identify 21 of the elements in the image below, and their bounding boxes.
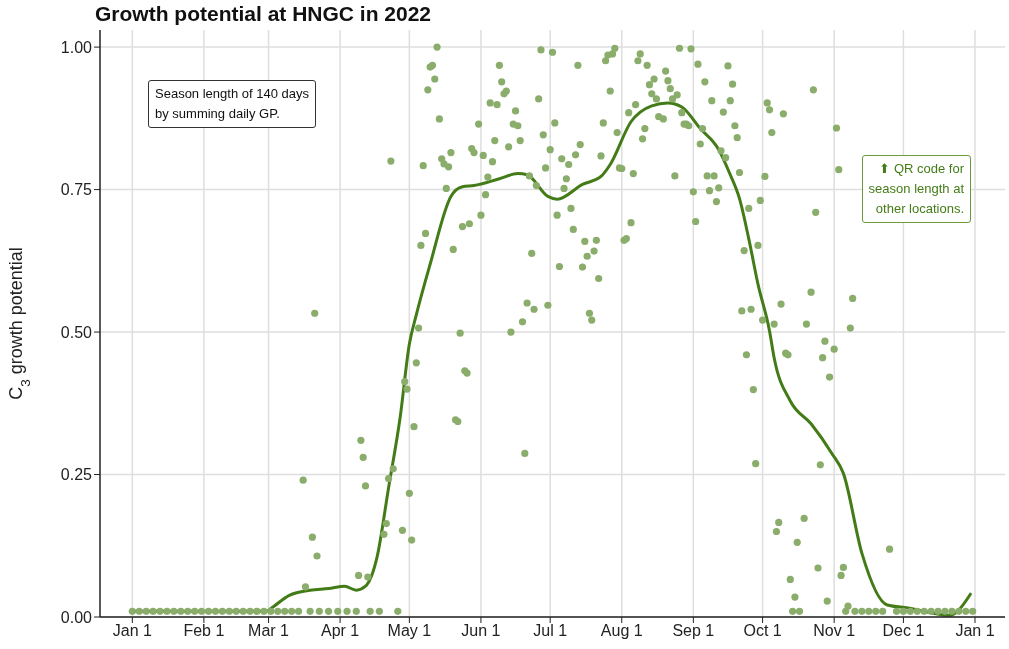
x-tick-label: Jul 1	[533, 622, 568, 640]
x-tick-label: Jun 1	[461, 622, 501, 640]
x-tick-label: Oct 1	[743, 622, 782, 640]
x-tick-label: Sep 1	[672, 622, 715, 640]
x-tick-label: Jan 1	[955, 622, 995, 640]
y-tick-label: 1.00	[60, 38, 93, 56]
y-tick-label: 0.50	[60, 323, 93, 341]
annotation: Season length of 140 days by summing daily GP.	[148, 80, 316, 128]
x-tick-label: Apr 1	[320, 622, 360, 640]
x-tick-label: May 1	[387, 622, 432, 640]
y-tick-label: 0.75	[60, 181, 93, 199]
x-tick-label: Nov 1	[813, 622, 856, 640]
x-tick-label: Jan 1	[112, 622, 152, 640]
y-tick-label: 0.00	[60, 608, 93, 626]
x-tick-label: Mar 1	[248, 622, 290, 640]
x-tick-label: Aug 1	[600, 622, 643, 640]
x-tick-label: Feb 1	[183, 622, 225, 640]
x-tick-label: Dec 1	[882, 622, 925, 640]
y-tick-label: 0.25	[60, 466, 93, 484]
annotation: ⬆ QR code for season length at other locations.	[861, 155, 971, 223]
chart-title: Growth potential at HNGC in 2022	[95, 2, 432, 26]
